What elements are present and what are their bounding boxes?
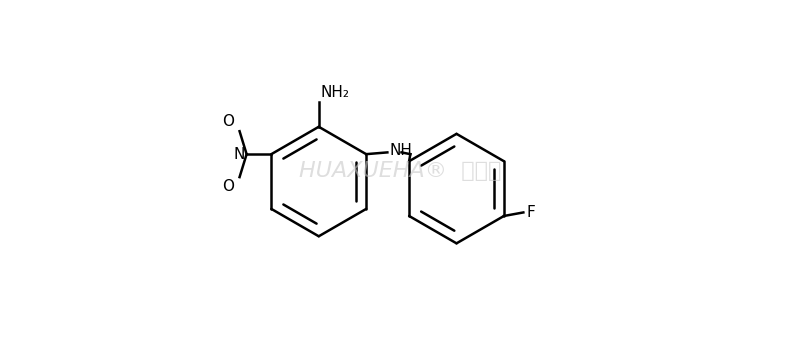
Text: NH: NH <box>389 143 412 158</box>
Text: N: N <box>234 147 245 162</box>
Text: O: O <box>222 179 234 194</box>
Text: O: O <box>222 114 234 130</box>
Text: F: F <box>526 205 535 220</box>
Text: HUAXUEHA®  化学加: HUAXUEHA® 化学加 <box>299 161 501 181</box>
Text: NH₂: NH₂ <box>321 85 350 100</box>
